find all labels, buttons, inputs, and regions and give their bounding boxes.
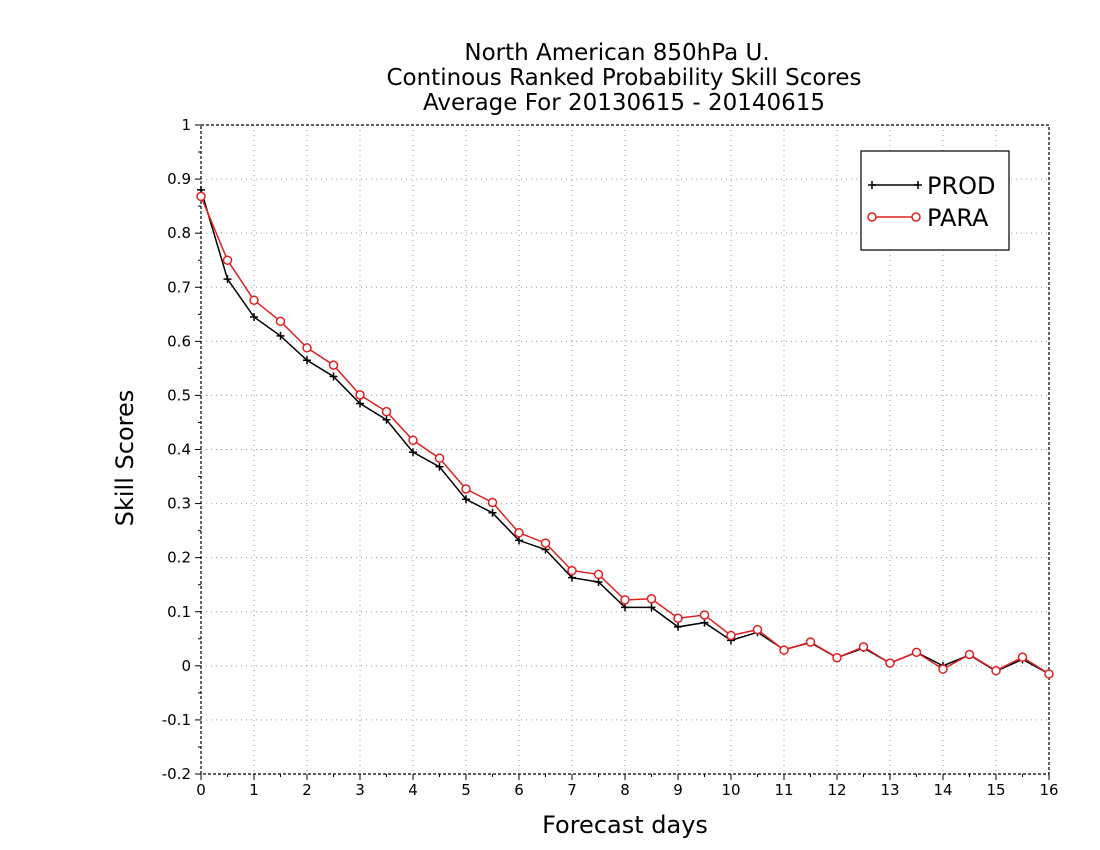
legend-box [860,150,1010,251]
data-point-prod [223,275,232,284]
y-tick-label: 0.7 [167,278,191,296]
x-tick-label: 5 [461,781,471,799]
data-point-prod [356,399,364,408]
data-point-prod [276,331,285,340]
data-point-para [196,191,206,202]
data-point-para [514,528,524,538]
data-point-para [726,630,736,641]
data-point-prod [462,495,470,504]
y-tick-label: 0.2 [167,549,191,567]
data-point-prod [382,415,391,424]
data-point-para [699,610,710,620]
data-point-prod [435,462,444,471]
x-tick-label: 10 [721,781,740,799]
data-point-prod [621,603,629,612]
data-point-para [832,652,842,663]
data-point-prod [250,312,258,321]
data-point-prod [594,578,603,587]
x-tick-label: 12 [827,781,846,799]
data-point-para [567,565,577,576]
data-point-para [302,343,312,353]
data-point-para [805,637,816,647]
x-tick-label: 1 [249,781,259,799]
title-line-1: North American 850hPa U. [464,40,769,66]
data-point-para [938,664,948,674]
legend-prod-marker [868,181,922,189]
data-point-prod [488,508,497,517]
legend-prod-label: PROD [927,172,996,200]
x-tick-label: 15 [986,781,1005,799]
y-tick-label: 0.5 [167,386,191,404]
data-point-para [885,658,895,668]
y-tick-label: 1 [181,116,191,134]
data-point-prod [409,448,417,457]
data-point-para [620,595,630,605]
data-point-para [381,406,392,417]
y-tick-label: -0.2 [162,765,191,783]
data-point-para [646,594,657,604]
data-point-para [328,360,339,370]
y-axis-label: Skill Scores [111,390,139,527]
x-tick-label: 3 [355,781,365,799]
data-point-prod [674,622,682,631]
title-line-3: Average For 20130615 - 20140615 [423,90,825,116]
y-tick-label: -0.1 [162,711,191,729]
data-point-prod [647,603,656,612]
data-point-prod [700,618,709,627]
data-point-para [858,642,869,652]
y-tick-label: 0.4 [167,441,191,459]
data-point-para [911,647,922,658]
data-point-prod [515,536,523,545]
x-tick-label: 13 [880,781,899,799]
data-point-para [779,645,789,655]
data-point-para [991,665,1001,676]
y-tick-label: 0.3 [167,495,191,513]
chart-title: North American 850hPa U. Continous Ranke… [386,40,861,116]
legend-para-label: PARA [927,204,989,232]
y-tick-label: 0 [181,657,191,675]
series [196,185,1054,679]
y-tick-label: 0.8 [167,224,191,242]
legend-para-marker [867,212,877,222]
x-tick-label: 6 [514,781,524,799]
data-point-para [540,538,551,548]
x-tick-label: 7 [567,781,577,799]
data-point-para [461,484,471,494]
y-tick-label: 0.9 [167,170,191,188]
title-line-2: Continous Ranked Probability Skill Score… [386,65,861,91]
data-point-para [222,255,233,265]
x-tick-label: 11 [774,781,793,799]
data-point-para [1017,652,1028,662]
axis-ticks: 0 1 2 3 4 5 6 7 8 9 10 11 12 13 14 15 16-0.2-0.100.10.20… [162,116,1059,799]
data-point-para [487,497,498,508]
x-tick-label: 0 [196,781,206,799]
legend: PROD PARA [860,150,1010,251]
data-point-prod [329,372,338,381]
y-tick-label: 0.1 [167,603,191,621]
x-tick-label: 4 [408,781,418,799]
data-point-para [673,613,683,623]
legend-para-marker [911,212,921,222]
x-tick-label: 8 [620,781,630,799]
x-tick-label: 2 [302,781,312,799]
data-point-para [275,316,286,327]
data-point-prod [303,356,311,365]
series-para [196,191,1054,679]
data-point-para [355,390,365,400]
x-axis-label: Forecast days [542,811,708,839]
data-point-para [752,624,763,635]
x-tick-label: 9 [673,781,683,799]
data-point-para [593,569,604,580]
data-point-para [434,453,445,463]
data-point-para [964,649,975,660]
x-tick-label: 14 [933,781,952,799]
data-point-para [408,435,418,446]
data-point-para [1044,669,1054,679]
y-tick-label: 0.6 [167,332,191,350]
data-point-para [249,295,259,305]
x-tick-label: 16 [1039,781,1058,799]
